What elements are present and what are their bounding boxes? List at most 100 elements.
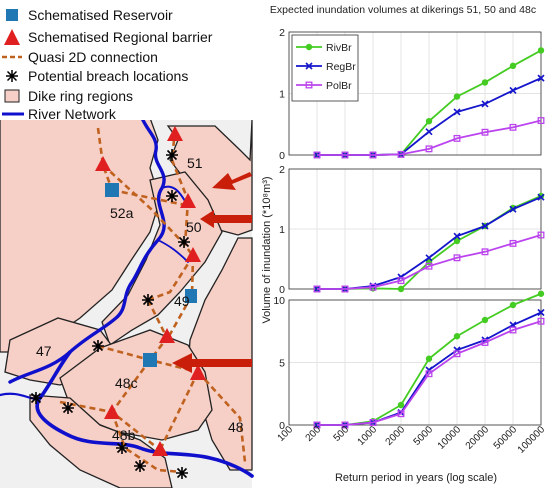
panel-frame [288,168,542,290]
y-tick-label: 1 [279,89,285,101]
data-point-rivbr [453,333,461,340]
series-line-polbr [317,234,542,290]
data-point-polbr [509,326,517,334]
data-point-polbr [369,151,377,159]
data-point-polbr [481,339,489,346]
data-point-regbr [425,254,433,262]
legend-label-reservoir: Schematised Reservoir [28,7,173,23]
reservoir-48c [143,353,157,367]
legend-marker-polbr [305,81,313,89]
data-point-regbr [509,205,517,213]
panel-2: 0 1 2 [279,164,545,296]
data-point-regbr [537,308,545,317]
dike-ring-50 [101,171,223,347]
data-point-rivbr [453,237,461,245]
reservoir-legend-icon [6,9,18,21]
region-label-52a: 52a [110,205,134,221]
map: 51 52a 50 49 47 48c 48b 48 [0,116,254,489]
barrier-legend-icon [4,29,20,45]
x-tick-label: 2000 [384,424,408,448]
data-point-polbr [425,262,433,270]
x-tick-labels: 100 200 500 1000 2000 5000 10000 20000 500001000… [276,424,548,456]
data-point-polbr [341,151,349,159]
arrow-51 [212,172,252,190]
data-point-polbr [341,285,349,293]
legend-label-rivbr: RivBr [326,42,352,54]
chart-legend: RivBr RegBr PolBr [291,34,359,102]
region-label-48b: 48b [112,427,136,443]
y-tick-label: 1 [279,224,285,236]
data-point-rivbr [397,285,405,293]
region-label-48c: 48c [115,375,138,391]
data-point-polbr [453,254,461,262]
data-point-polbr [453,134,461,142]
legend-label-river: River Network [28,106,117,122]
data-point-regbr [509,86,517,94]
arrow-50 [200,210,252,228]
legend-marker-regbr [305,62,313,70]
panel-3: 0 5 10 [273,290,545,432]
y-tick-label: 2 [279,27,285,39]
y-tick-label: 0 [279,420,285,432]
river-network [0,116,254,478]
legend-label-barrier: Schematised Regional barrier [28,29,213,45]
series-line-polbr [317,320,542,426]
reservoir-49 [185,289,197,303]
y-tick-label: 10 [273,295,285,307]
x-tick-label: 100000 [516,424,548,456]
breach-legend-icon [6,70,18,82]
reservoirs [105,183,197,367]
reservoir-52a [105,183,119,197]
x-tick-label: 20000 [464,424,492,452]
data-point-polbr [397,277,405,285]
data-point-polbr [481,128,489,136]
x-tick-label: 10000 [436,424,464,452]
data-point-regbr [453,232,461,240]
data-point-regbr [481,222,489,230]
panel-frame [288,299,542,426]
y-tick-label: 2 [279,164,285,176]
y-tick-label: 0 [279,150,285,162]
region-labels: 51 52a 50 49 47 48c 48b 48 [36,155,244,443]
data-point-rivbr [537,290,545,297]
data-point-rivbr [537,47,545,54]
region-label-47: 47 [36,343,52,359]
data-point-polbr [509,123,517,131]
data-point-polbr [425,145,433,153]
data-point-regbr [481,100,489,108]
data-point-rivbr [509,301,517,309]
legend-label-regbr: RegBr [326,61,356,73]
legend-label-dike-ring: Dike ring regions [28,88,133,104]
data-point-polbr [537,231,545,239]
dike-ring-51 [166,119,253,236]
data-point-polbr [369,419,377,426]
data-point-rivbr [481,79,489,86]
legend-marker-rivbr [305,43,313,51]
chart-panels: 0 1 2 0 1 2 0 5 10 [273,27,545,432]
legend-label-connection: Quasi 2D connection [28,49,158,65]
data-point-polbr [425,370,433,378]
region-label-50: 50 [186,219,202,235]
data-point-polbr [369,283,377,291]
data-point-regbr [537,193,545,201]
data-point-polbr [397,150,405,158]
data-point-polbr [509,239,517,247]
data-point-polbr [397,410,405,418]
data-point-rivbr [397,401,405,409]
map-legend: Schematised Reservoir Schematised Region… [0,0,252,122]
arrow-48c [172,353,252,373]
series-line-polbr [317,119,542,156]
panel-frame [288,31,542,156]
data-point-polbr [481,248,489,256]
data-point-rivbr [425,117,433,125]
data-point-regbr [425,128,433,136]
data-point-polbr [453,350,461,358]
x-tick-label: 1000 [356,424,380,448]
legend-label-polbr: PolBr [326,80,352,92]
data-point-polbr [537,117,545,125]
data-point-polbr [313,421,321,429]
y-tick-label: 5 [279,358,285,370]
indicator-arrows [172,172,252,373]
